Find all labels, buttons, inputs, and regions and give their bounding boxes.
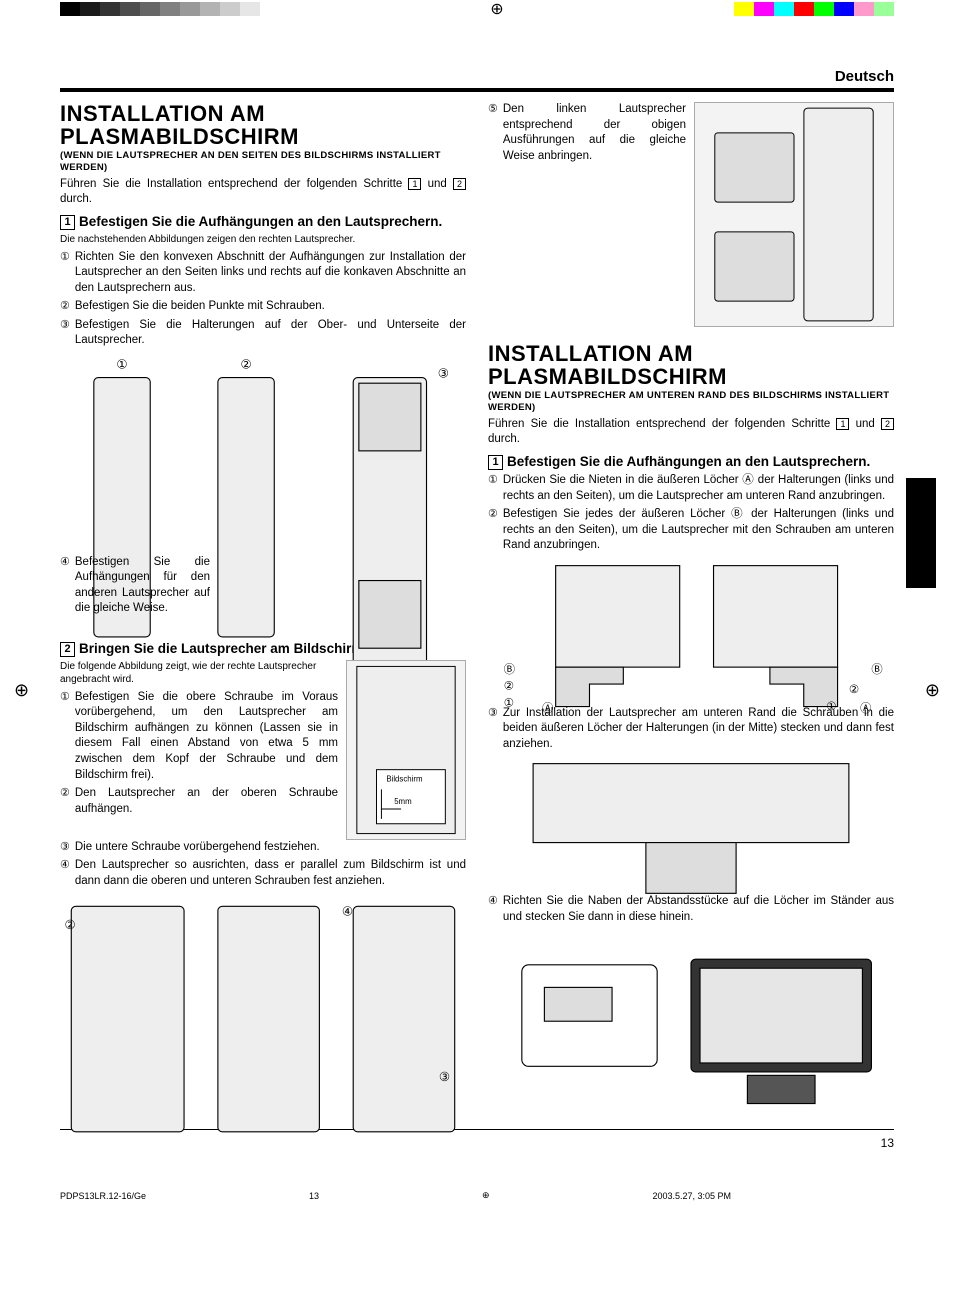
left-column: INSTALLATION AM PLASMABILDSCHIRM (WENN D… — [60, 102, 466, 1115]
list-item: ③Befestigen Sie die Halterungen auf der … — [60, 318, 466, 349]
svg-text:②: ② — [240, 357, 251, 371]
svg-text:③: ③ — [439, 1071, 450, 1085]
left-heading: INSTALLATION AM PLASMABILDSCHIRM — [60, 102, 466, 148]
circle-1-icon: ① — [60, 690, 70, 783]
circle-1-icon: ① — [60, 250, 70, 297]
circle-2-icon: ② — [60, 299, 70, 315]
fig-label-bildschirm: Bildschirm — [386, 774, 423, 783]
circle-4-icon: ④ — [488, 894, 498, 925]
list-item: ③Zur Installation der Lautsprecher am un… — [488, 706, 894, 753]
circle-1-icon: ① — [488, 473, 498, 504]
reg-mark-bottom: ⊕ — [482, 1190, 490, 1201]
list-item: ①Richten Sie den konvexen Abschnitt der … — [60, 250, 466, 297]
language-tab-label: Deutsch — [904, 528, 920, 583]
item-text: Die untere Schraube vorübergehend festzi… — [75, 840, 466, 856]
figure-attach-speaker: ② ④ ③ — [60, 895, 466, 1115]
list-item: ①Befestigen Sie die obere Schraube im Vo… — [60, 690, 338, 783]
step-ref-2: 2 — [881, 418, 894, 430]
item-text: Befestigen Sie die Halterungen auf der O… — [75, 318, 466, 349]
circle-3-icon: ③ — [60, 840, 70, 856]
item-text: Befestigen Sie die obere Schraube im Vor… — [75, 690, 338, 783]
intro-text: durch. — [488, 433, 520, 445]
right-intro: Führen Sie die Installation entsprechend… — [488, 417, 894, 448]
svg-text:Ⓑ: Ⓑ — [504, 663, 515, 676]
list-item: ①Drücken Sie die Nieten in die äußeren L… — [488, 473, 894, 504]
color-registration-bar: ⊕ — [0, 0, 954, 18]
item-text: Den linken Lautsprecher entsprechend der… — [503, 102, 686, 164]
item-text: Richten Sie den konvexen Abschnitt der A… — [75, 250, 466, 297]
svg-text:③: ③ — [438, 366, 449, 380]
page-ref: 13 — [309, 1191, 319, 1201]
header-language: Deutsch — [60, 68, 894, 92]
left-subhead: (WENN DIE LAUTSPRECHER AN DEN SEITEN DES… — [60, 150, 466, 174]
left-intro: Führen Sie die Installation entsprechend… — [60, 177, 466, 208]
list-item: ④Richten Sie die Naben der Abstandsstück… — [488, 894, 894, 925]
svg-text:④: ④ — [342, 905, 353, 919]
figure-brackets: Ⓑ ② ① Ⓐ Ⓑ ② ① Ⓐ — [488, 560, 894, 700]
list-item: ④Befestigen Sie die Aufhängungen für den… — [60, 555, 210, 617]
box-number-1: 1 — [60, 215, 75, 230]
right-heading: INSTALLATION AM PLASMABILDSCHIRM — [488, 342, 894, 388]
item-text: Zur Installation der Lautsprecher am unt… — [503, 706, 894, 753]
reg-mark-top: ⊕ — [260, 0, 734, 19]
item-text: Den Lautsprecher an der oberen Schraube … — [75, 786, 338, 817]
doc-id: PDPS13LR.12-16/Ge — [60, 1191, 146, 1201]
item-text: Befestigen Sie die beiden Punkte mit Sch… — [75, 299, 466, 315]
print-date: 2003.5.27, 3:05 PM — [652, 1191, 731, 1201]
svg-text:①: ① — [116, 357, 127, 371]
figure-left-speaker — [694, 102, 894, 327]
circle-2-icon: ② — [60, 786, 70, 817]
figure-spacer-stand — [488, 931, 894, 1101]
circle-3-icon: ③ — [488, 706, 498, 753]
circle-2-icon: ② — [488, 507, 498, 554]
svg-text:②: ② — [65, 918, 76, 932]
circle-4-icon: ④ — [60, 858, 70, 889]
item-text: Befestigen Sie die Aufhängungen für den … — [75, 555, 210, 617]
item-text: Richten Sie die Naben der Abstandsstücke… — [503, 894, 894, 925]
figure-center-bracket — [488, 758, 894, 888]
left-sec1-title: 1 Befestigen Sie die Aufhängungen an den … — [60, 214, 466, 230]
list-item: ③ Die untere Schraube vorübergehend festz… — [60, 840, 466, 856]
step-ref-1: 1 — [408, 178, 421, 190]
figure-speaker-hangers: ① ② ③ ④Befestigen Sie die Aufhängungen f… — [60, 355, 466, 635]
item-text: Drücken Sie die Nieten in die äußeren Lö… — [503, 473, 894, 504]
list-item: ④Den Lautsprecher so ausrichten, dass er… — [60, 858, 466, 889]
box-number-1: 1 — [488, 455, 503, 470]
circle-4-icon: ④ — [60, 555, 70, 617]
intro-text: Führen Sie die Installation entsprechend… — [488, 418, 836, 430]
page-content: Deutsch Deutsch INSTALLATION AM PLASMABI… — [0, 18, 954, 1190]
item-text: Befestigen Sie jedes der äußeren Löcher … — [503, 507, 894, 554]
right-sec1-title: 1 Befestigen Sie die Aufhängungen an den … — [488, 454, 894, 470]
print-footer: PDPS13LR.12-16/Ge 13 ⊕ 2003.5.27, 3:05 P… — [0, 1190, 954, 1221]
sec-title-text: Befestigen Sie die Aufhängungen an den L… — [79, 214, 442, 230]
intro-text: und — [849, 418, 881, 430]
list-item: ② Befestigen Sie die beiden Punkte mit Sc… — [60, 299, 466, 315]
sec-title-text: Befestigen Sie die Aufhängungen an den L… — [507, 454, 870, 470]
item-text: Den Lautsprecher so ausrichten, dass er … — [75, 858, 466, 889]
intro-text: durch. — [60, 193, 92, 205]
svg-text:②: ② — [849, 684, 859, 696]
step-ref-2: 2 — [453, 178, 466, 190]
fig-label-5mm: 5mm — [394, 797, 412, 806]
list-item: ⑤Den linken Lautsprecher entsprechend de… — [488, 102, 686, 164]
circle-5-icon: ⑤ — [488, 102, 498, 164]
right-column: ⑤Den linken Lautsprecher entsprechend de… — [488, 102, 894, 1115]
svg-text:②: ② — [504, 680, 514, 692]
page-number: 13 — [881, 1136, 894, 1150]
right-subhead: (WENN DIE LAUTSPRECHER AM UNTEREN RAND D… — [488, 390, 894, 414]
figure-screw-gap: Bildschirm 5mm — [346, 660, 466, 840]
intro-text: und — [421, 178, 453, 190]
step-ref-1: 1 — [836, 418, 849, 430]
svg-text:Ⓑ: Ⓑ — [871, 663, 882, 676]
list-item: ②Den Lautsprecher an der oberen Schraube… — [60, 786, 338, 817]
list-item: ②Befestigen Sie jedes der äußeren Löcher… — [488, 507, 894, 554]
intro-text: Führen Sie die Installation entsprechend… — [60, 178, 408, 190]
circle-3-icon: ③ — [60, 318, 70, 349]
left-sec1-note: Die nachstehenden Abbildungen zeigen den… — [60, 233, 466, 247]
